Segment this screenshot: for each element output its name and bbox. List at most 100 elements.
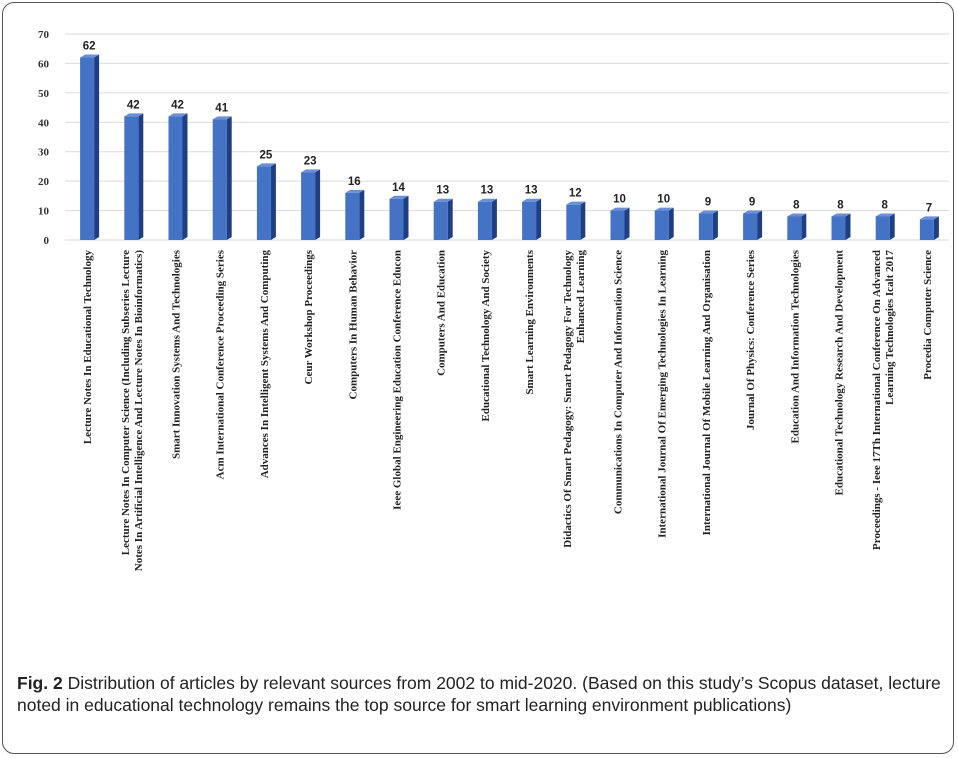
x-tick-label-line: Education And Information Technologies [789, 249, 801, 443]
bar-top [743, 210, 763, 214]
y-tick-label: 10 [38, 206, 50, 218]
x-tick-label-line: Smart Innovation Systems And Technologie… [171, 249, 183, 459]
x-tick-label-line: Educational Technology And Society [480, 250, 492, 422]
bar-side [889, 213, 895, 240]
bar [522, 201, 537, 240]
x-tick-label-line: Ceur Workshop Proceedings [303, 249, 315, 384]
data-label: 16 [348, 176, 361, 188]
bar-top [919, 216, 939, 220]
bar-top [654, 207, 674, 211]
bar-top [831, 213, 851, 217]
x-tick-label-line: Didactics Of Smart Pedagogy: Smart Pedag… [562, 250, 574, 548]
y-tick-label: 40 [38, 117, 50, 129]
x-tick-label: Education And Information Technologies [789, 249, 801, 443]
bar [698, 213, 713, 240]
bar-top [168, 113, 188, 117]
bar-top [433, 198, 453, 202]
bar [256, 166, 271, 240]
bar-chart: 0 10 20 30 40 50 60 70 62 Lecture Notes In Educat… [38, 29, 949, 572]
x-tick-label: Communications In Computer And Informati… [613, 250, 625, 514]
data-label: 10 [657, 194, 670, 206]
figure-caption: Fig. 2 Distribution of articles by relev… [17, 672, 943, 716]
x-tick-label-line: Lecture Notes In Educational Technology [82, 250, 94, 445]
bar-side [182, 113, 188, 240]
bar [345, 192, 360, 240]
x-tick-label: Educational Technology Research And Deve… [834, 250, 846, 496]
bar-top [610, 207, 630, 211]
x-tick-label: Proceedings - Ieee 17Th International Co… [871, 250, 896, 550]
bar [477, 201, 492, 240]
bar-top [477, 198, 497, 202]
bar-top [345, 189, 365, 193]
bar-side [403, 195, 409, 240]
x-tick-label-line: Lecture Notes In Computer Science (Inclu… [120, 250, 132, 555]
x-tick-label-line: Ieee Global Engineering Education Confer… [392, 250, 404, 510]
data-label: 14 [392, 182, 405, 194]
bar-side [491, 198, 497, 240]
bar-side [138, 113, 144, 240]
x-tick-label-line: Communications In Computer And Informati… [613, 250, 625, 514]
bar-side [624, 207, 630, 240]
bar [610, 210, 625, 240]
bar-side [447, 198, 453, 240]
y-tick-label: 70 [38, 29, 50, 41]
y-tick-label: 30 [38, 147, 50, 159]
bar [743, 213, 758, 240]
bar-side [94, 54, 100, 240]
x-tick-label: Computers And Education [436, 250, 448, 376]
x-tick-label-line: Smart Learning Environments [524, 249, 536, 394]
bar [566, 204, 581, 240]
bar-side [536, 198, 542, 240]
x-tick-label: Didactics Of Smart Pedagogy: Smart Pedag… [562, 250, 587, 548]
x-tick-label: Acm International Conference Proceeding … [215, 249, 227, 479]
bar-top [787, 213, 807, 217]
x-tick-label: Smart Innovation Systems And Technologie… [171, 249, 183, 459]
x-tick-label-line: Computers In Human Behavior [347, 250, 359, 400]
bar [212, 119, 227, 240]
x-tick-label-line: Procedia Computer Science [922, 250, 934, 380]
data-label: 9 [705, 197, 711, 209]
data-label: 13 [481, 185, 494, 197]
data-label: 25 [260, 149, 273, 161]
y-tick-label: 0 [44, 235, 50, 247]
x-tick-label: Ieee Global Engineering Education Confer… [392, 250, 404, 510]
bar [831, 216, 846, 240]
bar [433, 201, 448, 240]
x-tick-label: Advances In Intelligent Systems And Comp… [259, 250, 271, 479]
x-tick-label-line: Advances In Intelligent Systems And Comp… [259, 250, 271, 479]
data-label: 8 [793, 199, 800, 211]
data-label: 23 [304, 155, 317, 167]
caption-label: Fig. 2 [17, 673, 63, 693]
x-tick-label-line: Computers And Education [436, 250, 448, 376]
bar-side [580, 201, 586, 240]
y-tick-label: 50 [38, 88, 50, 100]
bar [80, 57, 95, 240]
bar-top [389, 195, 409, 199]
bar-side [712, 210, 718, 240]
bar-side [315, 169, 321, 240]
data-label: 9 [749, 197, 755, 209]
bar [919, 219, 934, 240]
x-tick-label: Journal Of Physics: Conference Series [745, 249, 757, 430]
y-tick-label: 60 [38, 58, 50, 70]
bar-top [875, 213, 895, 217]
data-label: 62 [83, 41, 96, 53]
x-tick-label-line: Educational Technology Research And Deve… [834, 250, 846, 496]
bar [389, 198, 404, 240]
data-label: 41 [215, 102, 228, 114]
data-label: 8 [837, 199, 844, 211]
x-tick-label-line: Enhanced Learning [575, 250, 587, 344]
data-label: 12 [569, 188, 582, 200]
bar [124, 116, 139, 240]
bar-top [124, 113, 144, 117]
x-tick-label: Ceur Workshop Proceedings [303, 249, 315, 384]
bar-top [256, 163, 276, 167]
bar-top [698, 210, 718, 214]
bar [301, 172, 316, 240]
x-tick-label-line: Proceedings - Ieee 17Th International Co… [871, 250, 883, 550]
data-label: 42 [127, 99, 140, 111]
x-tick-label: International Journal Of Mobile Learning… [701, 250, 713, 535]
bar-side [801, 213, 807, 240]
x-tick-label-line: International Journal Of Emerging Techno… [657, 250, 669, 538]
x-tick-label-line: Notes In Artificial Intelligence And Lec… [133, 250, 145, 572]
